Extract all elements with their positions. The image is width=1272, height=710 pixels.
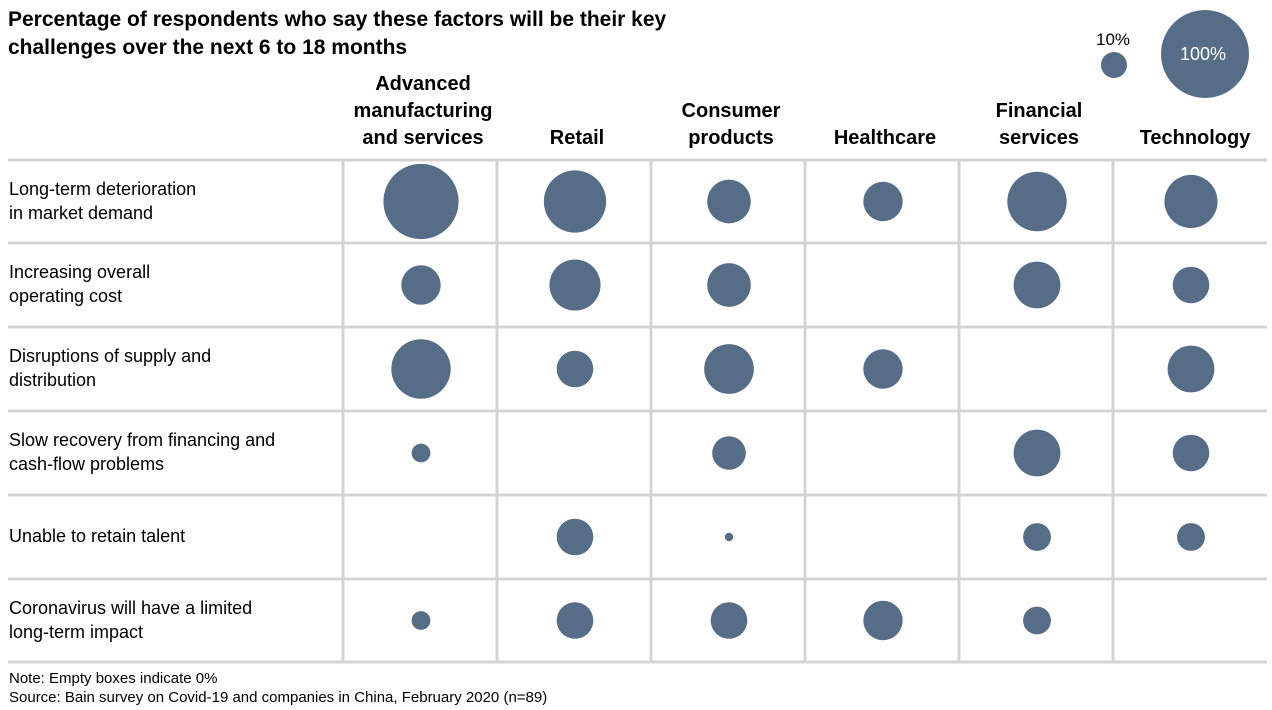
row-label-4: Unable to retain talent xyxy=(9,526,186,546)
bubble-r4-c1 xyxy=(556,518,594,556)
column-header-3: Healthcare xyxy=(833,127,937,149)
row-label-0: Long-term deterioration in market demand xyxy=(9,178,197,223)
bubble-r0-c1 xyxy=(543,170,607,233)
chart-title: Percentage of respondents who say these … xyxy=(8,8,667,59)
bubble-r0-c3 xyxy=(863,181,903,222)
bubble-r5-c3 xyxy=(863,600,903,641)
legend-bubble-100 xyxy=(1161,10,1249,98)
bubble-r1-c5 xyxy=(1172,266,1210,304)
legend-large-label: 100% xyxy=(1180,44,1227,64)
row-label-1: Increasing overall operating cost xyxy=(9,262,151,306)
bubble-r1-c0 xyxy=(401,265,441,305)
bubble-r3-c2 xyxy=(712,436,746,470)
column-header-5: Technology xyxy=(1139,127,1251,149)
bubble-r1-c1 xyxy=(549,259,601,311)
bubble-r2-c0 xyxy=(391,339,451,399)
bubble-r4-c5 xyxy=(1177,523,1205,551)
bubble-r5-c1 xyxy=(556,602,594,639)
legend-small-label: 10% xyxy=(1096,30,1131,49)
bubble-r3-c0 xyxy=(411,443,431,463)
legend-bubble-10 xyxy=(1101,52,1127,78)
bubble-r1-c2 xyxy=(707,263,751,307)
bubble-r5-c2 xyxy=(710,602,748,639)
bubble-r0-c4 xyxy=(1007,171,1067,232)
bubble-r3-c4 xyxy=(1013,429,1061,477)
bubble-r0-c2 xyxy=(707,179,751,224)
row-label-2: Disruptions of supply and distribution xyxy=(9,346,212,390)
bubble-r0-c0 xyxy=(383,163,459,240)
bubble-r2-c2 xyxy=(704,344,754,394)
column-header-4: Financial services xyxy=(995,100,1083,149)
chart-source: Source: Bain survey on Covid-19 and comp… xyxy=(9,689,548,706)
bubble-r0-c5 xyxy=(1164,174,1218,229)
bubble-r4-c4 xyxy=(1023,523,1051,551)
bubble-r3-c5 xyxy=(1172,434,1210,472)
bubble-r5-c0 xyxy=(411,611,431,630)
column-header-2: Consumer products xyxy=(681,100,781,149)
bubble-r4-c2 xyxy=(724,532,734,542)
bubble-r2-c3 xyxy=(863,349,903,389)
row-label-5: Coronavirus will have a limited long-term… xyxy=(9,597,253,642)
column-header-1: Retail xyxy=(549,127,605,149)
column-header-0: Advanced manufacturing and services xyxy=(353,73,493,149)
bubble-r5-c4 xyxy=(1023,606,1051,635)
bubble-r2-c5 xyxy=(1167,345,1215,393)
row-label-3: Slow recovery from financing and cash-flo… xyxy=(9,430,276,474)
chart-note: Note: Empty boxes indicate 0% xyxy=(9,670,218,687)
bubble-r1-c4 xyxy=(1013,261,1061,309)
bubble-r2-c1 xyxy=(556,350,594,388)
